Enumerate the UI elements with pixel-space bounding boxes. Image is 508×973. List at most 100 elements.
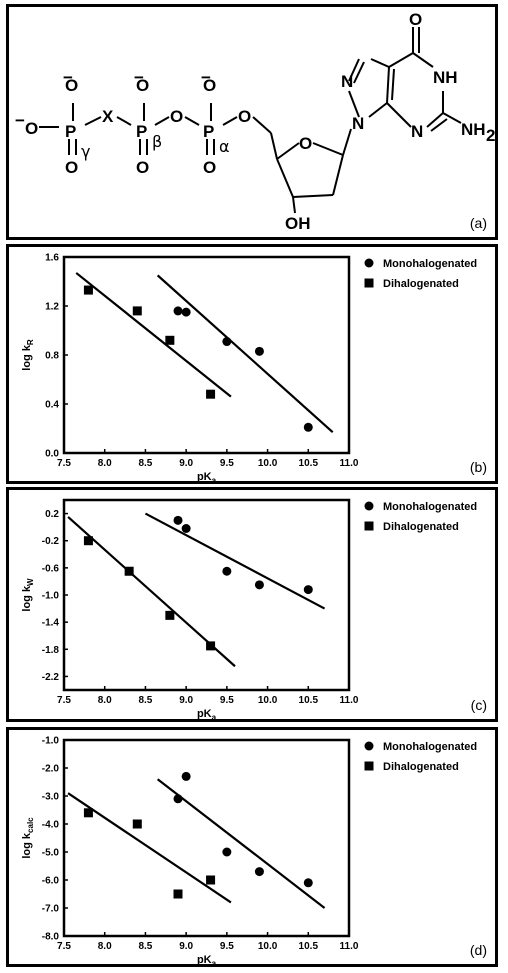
x-tick-label: 8.5 [138,695,152,706]
x-tick-label: 7.5 [57,458,71,469]
data-point-square [132,306,142,316]
y-axis-label: log kcalc [21,817,35,859]
y-tick-label: 0.8 [45,351,59,362]
label-beta: β [152,132,162,151]
atom-o-bridge: O [170,107,183,126]
data-point-circle [222,566,232,576]
x-tick-label: 8.5 [138,941,152,952]
x-tick-label: 9.0 [179,695,193,706]
data-point-circle [173,794,183,804]
data-point-circle [254,867,264,877]
data-point-circle [173,515,183,525]
x-tick-label: 8.5 [138,458,152,469]
chart-panel-d: 7.5 8.0 8.5 9.0 9.5 10.0 10.5 11.0 -1.0 -2.0 -3.0 -… [6,727,498,969]
data-point-square [83,285,93,295]
atom-o-left: O [25,119,38,138]
x-tick-label: 9.5 [220,458,234,469]
y-tick-label: -2.0 [42,764,60,775]
fit-line-square [67,516,236,668]
x-tick-label: 8.0 [98,695,112,706]
atom-o-ester: O [238,107,251,126]
structure-panel: O − O − P O γ X O − P O β O O − P O α O … [6,4,498,240]
x-tick-label: 7.5 [57,941,71,952]
atom-nh2: NH [461,120,486,139]
atom-nh1: NH [433,68,458,87]
data-point-square [165,610,175,620]
atom-o-alpha-top: O [203,76,216,95]
fit-line-square [67,792,232,904]
y-tick-label: -3.0 [42,792,60,803]
data-point-square [132,819,142,829]
label-gamma: γ [81,142,90,161]
data-point-circle [303,422,313,432]
data-point-circle [254,346,264,356]
atom-nh2-subscript: 2 [486,126,495,145]
data-point-square [206,641,216,651]
atom-p-alpha: P [203,122,214,141]
atom-oh: OH [285,214,311,233]
x-tick-label: 9.0 [179,458,193,469]
x-tick-label: 8.0 [98,458,112,469]
data-point-square [173,889,183,899]
legend-marker-square [364,761,374,771]
data-point-circle [173,306,183,316]
y-tick-label: -1.0 [42,591,60,602]
data-point-square [83,536,93,546]
x-tick-label: 10.5 [299,941,319,952]
y-tick-label: -1.8 [42,645,60,656]
legend-label: Dihalogenated [383,278,459,290]
x-tick-label: 10.5 [299,695,319,706]
chart-panel-b: 7.5 8.0 8.5 9.0 9.5 10.0 10.5 11.0 0.0 0.4 0.8 1.2 1… [6,244,498,485]
y-tick-label: -4.0 [42,820,60,831]
y-tick-label: -1.4 [42,618,60,629]
x-tick-label: 10.0 [258,695,278,706]
legend-label: Dihalogenated [383,521,459,533]
data-point-circle [181,524,191,533]
charge-gamma: − [63,68,73,87]
y-tick-label: -8.0 [42,932,60,943]
legend-label: Monohalogenated [383,258,477,270]
x-tick-label: 11.0 [340,458,359,469]
x-tick-label: 9.5 [220,941,234,952]
atom-o-alpha-bottom: O [203,158,216,177]
legend-label: Monohalogenated [383,501,477,513]
data-point-circle [222,847,232,857]
panel-label-b: (b) [469,459,487,475]
fit-line-circle [156,778,326,909]
x-tick-label: 11.0 [340,695,359,706]
x-axis-label: pKa [197,708,217,722]
legend-marker-square [364,521,374,531]
x-tick-label: 9.0 [179,941,193,952]
fit-line-circle [156,274,334,433]
data-point-square [206,875,216,885]
x-tick-label: 10.0 [258,941,278,952]
charge-left: − [15,111,25,130]
fit-line-square [75,272,232,398]
data-point-square [83,808,93,818]
atom-n9: N [352,114,364,133]
label-alpha: α [219,137,230,156]
x-axis-label: pKa [197,954,217,968]
y-tick-label: 0.0 [45,449,59,460]
y-tick-label: 1.2 [45,302,59,313]
panel-label-d: (d) [469,942,487,958]
charge-alpha: − [201,68,211,87]
y-tick-label: 0.2 [45,509,59,520]
panel-label-a: (a) [469,215,487,231]
data-point-circle [303,585,313,595]
chart-svg-d: 7.5 8.0 8.5 9.0 9.5 10.0 10.5 11.0 -1.0 -2.0 -3.0 -… [21,736,477,969]
plot-frame [62,498,351,692]
legend-marker-square [364,278,374,288]
data-point-circle [181,307,191,317]
atom-n7: N [341,72,353,91]
data-point-square [206,389,216,399]
data-point-square [165,335,175,345]
y-tick-label: -6.0 [42,876,60,887]
data-point-circle [254,580,264,590]
atom-n3: N [411,122,423,141]
y-tick-label: -0.2 [42,536,60,547]
legend-marker-circle [364,741,374,751]
atom-o-gamma-top: O [65,76,78,95]
x-axis-label: pKa [197,471,217,485]
atom-o-beta-top: O [136,76,149,95]
